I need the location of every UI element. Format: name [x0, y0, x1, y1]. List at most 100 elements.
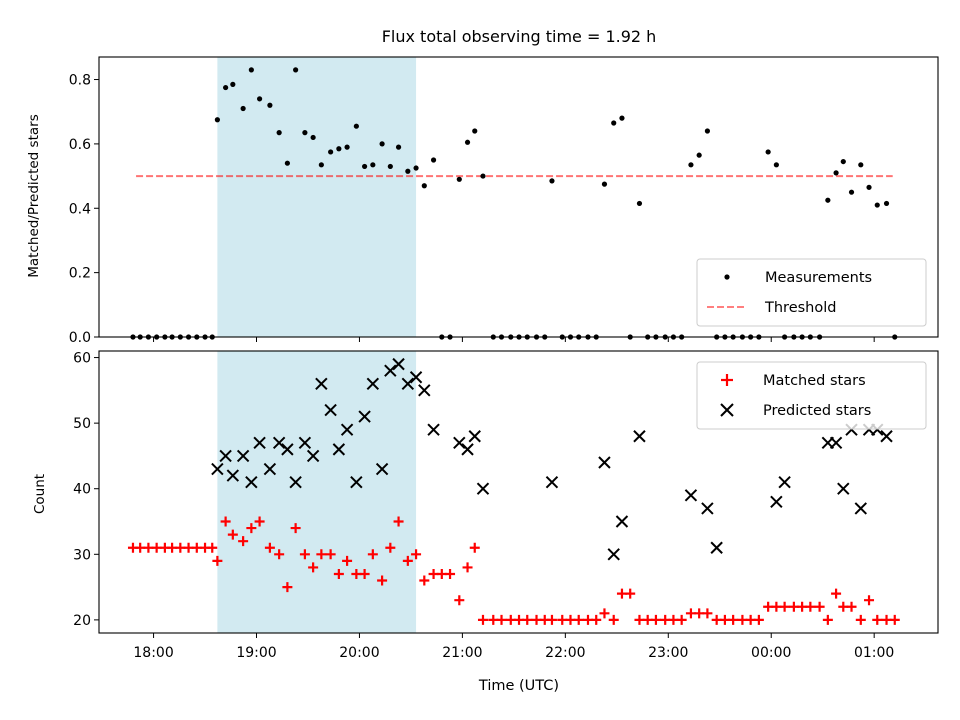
matched-star-point — [702, 608, 713, 619]
measurement-point — [395, 144, 402, 150]
measurement-point — [601, 181, 608, 187]
predicted-star-point — [332, 443, 346, 456]
top-y-tick-label: 0.8 — [69, 73, 91, 89]
matched-star-point — [477, 614, 488, 625]
measurement-point — [619, 115, 625, 121]
predicted-star-point — [778, 475, 791, 489]
x-tick-label: 20:00 — [339, 645, 379, 661]
legend-marker-matched — [721, 374, 733, 386]
measurement-point — [310, 134, 316, 141]
top-plot-frame — [98, 56, 939, 338]
matched-star-point — [454, 595, 465, 606]
measurement-point — [874, 202, 880, 208]
bottom-y-tick-label: 40 — [73, 482, 91, 498]
measurement-point — [284, 160, 290, 166]
predicted-star-point — [701, 502, 714, 515]
predicted-star-point — [854, 502, 867, 515]
predicted-star-point — [384, 364, 397, 377]
measurement-point — [223, 84, 229, 91]
measurement-point — [379, 141, 385, 147]
measurement-point — [353, 123, 359, 129]
predicted-star-point — [272, 436, 286, 450]
x-tick-label: 19:00 — [236, 645, 276, 661]
measurement-point — [833, 170, 839, 176]
x-tick-label: 01:00 — [854, 645, 894, 661]
measurement-point — [456, 176, 462, 182]
measurement-point — [344, 144, 350, 150]
measurement-point — [240, 105, 246, 112]
predicted-star-point — [306, 449, 320, 463]
predicted-star-point — [461, 443, 474, 456]
top-y-tick-label: 0.2 — [69, 266, 91, 282]
matched-star-point — [445, 568, 456, 579]
matched-star-point — [872, 614, 883, 625]
predicted-star-point — [289, 475, 302, 489]
legend-label-threshold: Threshold — [764, 300, 836, 316]
measurement-point — [328, 149, 334, 155]
matched-star-point — [411, 549, 422, 560]
predicted-star-point — [770, 495, 783, 509]
predicted-star-point — [468, 430, 481, 443]
measurement-point — [704, 128, 711, 134]
measurement-point — [256, 96, 263, 102]
matched-star-point — [846, 601, 857, 612]
predicted-star-point — [245, 475, 258, 489]
measurement-point — [480, 173, 486, 179]
matched-star-point — [599, 608, 610, 619]
predicted-star-point — [615, 515, 629, 528]
top-legend: Measurements Threshold — [696, 258, 927, 327]
predicted-star-point — [598, 456, 611, 469]
predicted-star-point — [340, 423, 354, 436]
measurement-point — [549, 178, 555, 184]
x-tick-label: 00:00 — [751, 645, 791, 661]
matched-star-point — [264, 542, 275, 553]
predicted-star-point — [226, 469, 240, 482]
measurement-point — [840, 158, 846, 165]
top-y-tick-label: 0.6 — [69, 137, 91, 153]
bottom-highlight-span-layer — [217, 351, 417, 633]
predicted-star-point — [829, 436, 843, 450]
matched-star-point — [299, 549, 310, 560]
x-tick-label: 18:00 — [133, 645, 173, 661]
top-y-tick-label: 0.4 — [69, 201, 91, 217]
matched-star-point — [822, 614, 833, 625]
predicted-star-point — [350, 475, 363, 489]
matched-star-point — [246, 523, 257, 534]
predicted-star-point — [880, 430, 893, 443]
measurement-point — [248, 67, 254, 73]
measurement-point — [267, 102, 273, 108]
predicted-star-point — [298, 436, 312, 450]
matched-star-point — [282, 582, 293, 593]
measurement-point — [611, 120, 617, 126]
top-highlight-span-layer — [217, 57, 417, 337]
measurement-point — [370, 162, 376, 168]
predicted-star-point — [633, 430, 646, 443]
matched-star-point — [753, 614, 764, 625]
matched-star-point — [238, 536, 249, 547]
legend-label-measurements: Measurements — [765, 270, 872, 286]
matched-star-point — [573, 614, 584, 625]
top-highlight-span — [217, 57, 417, 337]
matched-star-point — [496, 614, 507, 625]
matched-star-point — [333, 568, 344, 579]
predicted-star-point — [710, 541, 723, 554]
bottom-y-tick-label: 60 — [73, 351, 91, 367]
predicted-star-point — [253, 436, 266, 450]
matched-star-point — [227, 529, 238, 540]
measurement-point — [413, 165, 419, 171]
top-legend-box — [696, 258, 927, 327]
predicted-star-point — [476, 482, 490, 495]
predicted-star-point — [366, 377, 380, 390]
bottom-y-tick-label: 20 — [73, 613, 91, 629]
matched-star-point — [625, 588, 636, 599]
bottom-legend-box — [696, 361, 927, 430]
measurement-point — [214, 117, 220, 123]
matched-star-point — [385, 542, 396, 553]
measurement-point — [883, 200, 890, 207]
predicted-star-point — [837, 482, 850, 495]
matched-star-point — [402, 555, 413, 566]
measurement-point — [361, 163, 368, 170]
measurement-point — [636, 200, 643, 207]
top-y-axis-label: Matched/Predicted stars — [26, 114, 42, 277]
